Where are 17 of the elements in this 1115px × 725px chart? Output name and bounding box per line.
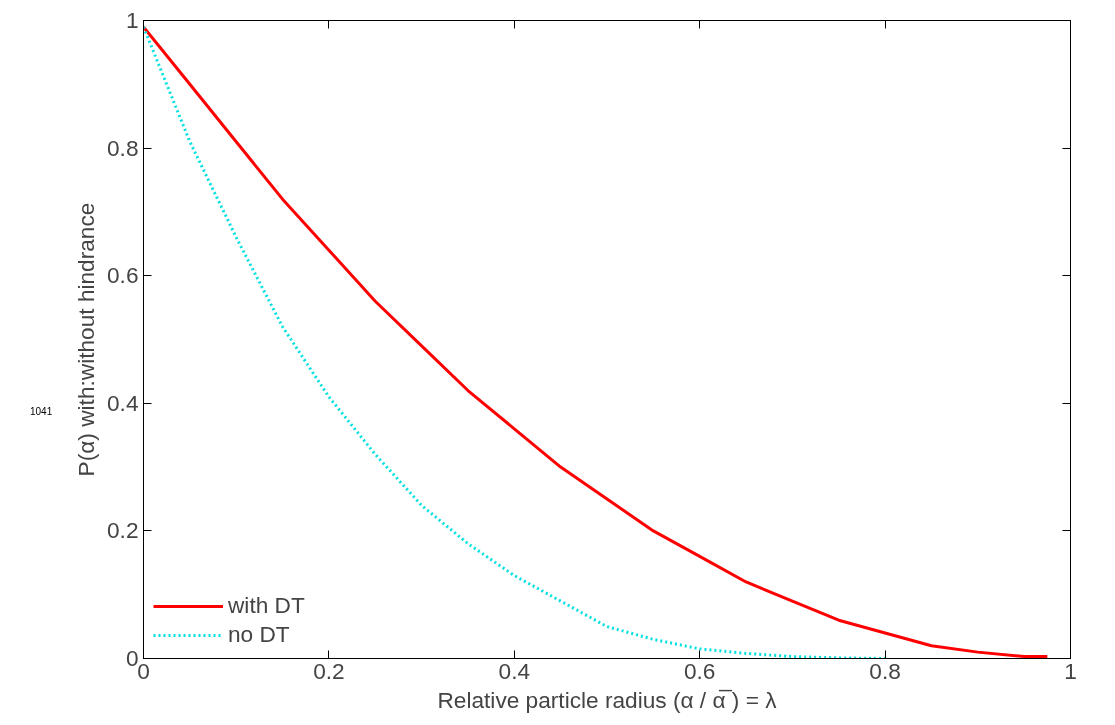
- legend-label: no DT: [228, 621, 290, 648]
- y-tick-label: 0.2: [107, 517, 139, 544]
- line-series: [143, 25, 1049, 659]
- x-tick-label: 0.2: [313, 657, 345, 684]
- y-tick-label: 0.8: [107, 134, 139, 161]
- text: 1041: [30, 405, 53, 419]
- x-tick-label: 0.6: [683, 657, 716, 684]
- x-tick-label: 0.4: [498, 657, 531, 684]
- x-tick-label: 0.8: [869, 657, 901, 684]
- legend-label: with DT: [228, 592, 305, 619]
- y-tick-label: 1: [125, 7, 139, 33]
- y-tick-label: 0.6: [107, 262, 139, 289]
- line-series: [143, 25, 887, 659]
- x-axis-title: Relative particle radius (α / α̅ ) = λ: [437, 686, 778, 713]
- y-tick-label: 0.4: [107, 389, 139, 416]
- y-axis-title: P(α) with:without hindrance: [73, 202, 99, 477]
- x-tick-label: 1: [1064, 657, 1077, 684]
